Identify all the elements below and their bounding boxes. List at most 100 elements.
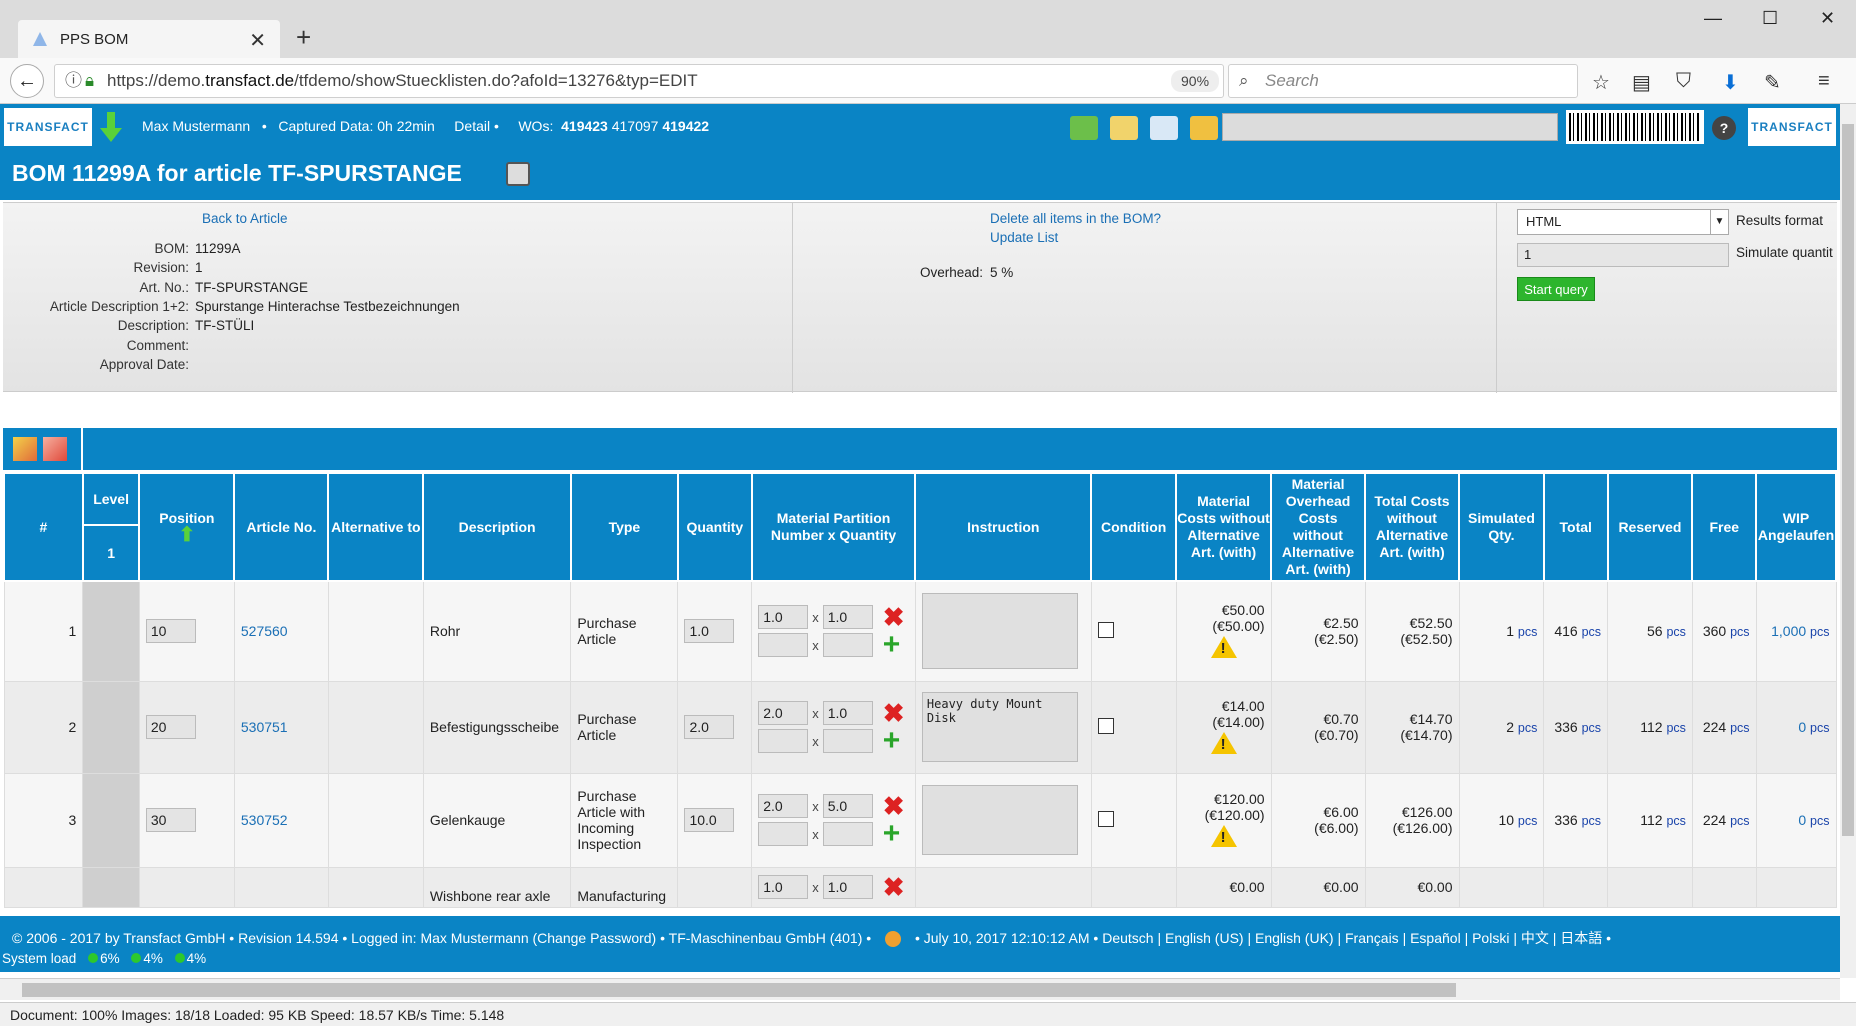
field-revision: Revision: 1 <box>133 260 203 275</box>
article-link[interactable]: 530751 <box>233 680 329 774</box>
add-icon[interactable]: + <box>882 628 901 662</box>
position-input[interactable]: 20 <box>145 715 196 739</box>
info-icon[interactable]: ⓘ <box>65 71 82 90</box>
condition-checkbox[interactable] <box>1097 717 1114 734</box>
article-link[interactable]: 527560 <box>233 580 329 682</box>
quantity-input[interactable]: 10.0 <box>684 808 735 832</box>
bookmark-star-icon[interactable]: ☆ <box>1592 72 1610 94</box>
results-format-label: Results format <box>1736 213 1824 228</box>
zoom-indicator[interactable]: 90% <box>1171 70 1220 92</box>
edit-grid-icon[interactable] <box>13 437 37 461</box>
col-article-no[interactable]: Article No. <box>233 472 330 582</box>
load-indicator-icon <box>174 953 185 963</box>
menu-icon[interactable]: ≡ <box>1818 70 1830 92</box>
download-icon[interactable]: ⬇ <box>1722 72 1739 94</box>
partition-qty-input[interactable]: 1.0 <box>822 875 873 899</box>
window-close-icon[interactable]: ✕ <box>1820 8 1836 28</box>
wip-link[interactable]: 1,000 <box>1771 623 1807 640</box>
quantity-input[interactable]: 2.0 <box>684 715 735 739</box>
wip-link[interactable]: 0 <box>1798 719 1807 735</box>
results-format-select[interactable]: HTML ▼ <box>1517 209 1729 235</box>
partition-qty-input[interactable] <box>822 729 873 753</box>
pocket-icon[interactable]: ⛉ <box>1676 70 1691 92</box>
help-icon[interactable]: ? <box>1712 116 1736 140</box>
update-list-link[interactable]: Update List <box>990 230 1059 245</box>
wo-2[interactable]: 417097 <box>611 118 659 134</box>
user-icon[interactable] <box>885 931 902 948</box>
partition-number-input[interactable]: 1.0 <box>758 605 809 630</box>
barcode-icon[interactable] <box>1566 110 1704 144</box>
minimize-icon[interactable]: — <box>1704 8 1722 28</box>
phone-icon[interactable] <box>1070 116 1098 140</box>
add-icon[interactable]: + <box>882 724 901 757</box>
article-link[interactable]: TF-SPURSTANGE <box>195 280 309 295</box>
col-position[interactable]: Position ⬆ <box>138 472 236 582</box>
position-input[interactable]: 10 <box>145 619 196 644</box>
instruction-textarea[interactable]: Heavy duty Mount Disk <box>921 692 1078 762</box>
partition-number-input[interactable]: 2.0 <box>758 794 809 818</box>
tools-icon[interactable]: ✎ <box>1764 72 1781 94</box>
col-alternative[interactable]: Alternative to <box>327 472 425 582</box>
simulate-quantity-input[interactable]: 1 <box>1517 243 1729 267</box>
quick-search-input[interactable] <box>1222 113 1558 141</box>
overhead-value: 5 % <box>990 265 1014 280</box>
col-simulated-qty: Simulated Qty. <box>1458 472 1545 582</box>
delete-icon[interactable]: ✖ <box>882 698 905 728</box>
address-bar[interactable]: ⓘ 🔒︎ https://demo.transfact.de/tfdemo/sh… <box>54 64 1256 98</box>
browser-tab-strip: PPS BOM ✕ + — ☐ ✕ <box>0 0 1856 58</box>
condition-checkbox[interactable] <box>1097 621 1114 638</box>
partition-number-input[interactable]: 2.0 <box>758 701 809 725</box>
col-type[interactable]: Type <box>569 472 679 582</box>
partition-number-input[interactable] <box>758 822 809 846</box>
system-load: System load 6% 4% 4% <box>2 951 207 966</box>
partition-qty-input[interactable] <box>822 822 873 846</box>
wo-3[interactable]: 419422 <box>662 118 710 134</box>
instruction-textarea[interactable] <box>921 785 1078 855</box>
position-input[interactable]: 30 <box>145 808 196 832</box>
article-link[interactable]: 530752 <box>233 772 329 868</box>
back-to-article-link[interactable]: Back to Article <box>202 211 288 226</box>
vertical-scrollbar[interactable] <box>1840 104 1856 978</box>
captured-data: Captured Data: 0h 22min <box>278 118 435 134</box>
maximize-icon[interactable]: ☐ <box>1762 8 1779 28</box>
partition-number-input[interactable]: 1.0 <box>758 875 809 899</box>
warning-icon <box>1210 635 1237 658</box>
quantity-input[interactable]: 1.0 <box>684 619 735 644</box>
sort-up-icon[interactable]: ⬆ <box>178 523 196 546</box>
col-description[interactable]: Description <box>422 472 572 582</box>
bookmark-icon[interactable] <box>1190 116 1218 140</box>
search-input[interactable]: ⌕ Search <box>1228 64 1578 98</box>
partition-number-input[interactable] <box>758 633 809 658</box>
user-name[interactable]: Max Mustermann <box>142 118 251 134</box>
horizontal-scrollbar[interactable] <box>0 978 1840 1000</box>
delete-icon[interactable]: ✖ <box>882 791 905 821</box>
col-quantity[interactable]: Quantity <box>676 472 753 582</box>
printer-icon[interactable] <box>506 162 530 186</box>
new-tab-icon[interactable]: + <box>296 22 312 52</box>
partition-number-input[interactable] <box>758 729 809 753</box>
browser-tab[interactable]: PPS BOM ✕ <box>18 20 280 58</box>
instruction-textarea[interactable] <box>921 593 1078 670</box>
wip-link[interactable]: 0 <box>1798 812 1807 828</box>
delete-icon[interactable]: ✖ <box>882 872 905 902</box>
green-arrow-down-icon[interactable] <box>100 112 122 142</box>
partition-qty-input[interactable] <box>822 633 873 658</box>
partition-qty-input[interactable]: 1.0 <box>822 605 873 630</box>
partition-qty-input[interactable]: 1.0 <box>822 701 873 725</box>
wo-1[interactable]: 419423 <box>561 118 608 134</box>
col-wip: WIP Angelaufen <box>1755 472 1837 582</box>
partition-qty-input[interactable]: 5.0 <box>822 794 873 818</box>
reading-list-icon[interactable]: ▤ <box>1632 72 1651 94</box>
delete-grid-icon[interactable] <box>43 437 67 461</box>
detail-link[interactable]: Detail <box>454 118 491 134</box>
message-icon[interactable] <box>1150 116 1178 140</box>
notes-icon[interactable] <box>1110 116 1138 140</box>
field-art-no: Art. No.: TF-SPURSTANGE <box>139 280 309 295</box>
close-tab-icon[interactable]: ✕ <box>249 30 266 52</box>
condition-checkbox[interactable] <box>1097 810 1114 827</box>
start-query-button[interactable]: Start query <box>1517 277 1595 301</box>
back-icon[interactable]: ← <box>10 64 44 98</box>
add-icon[interactable]: + <box>882 817 901 850</box>
delete-icon[interactable]: ✖ <box>882 602 905 633</box>
delete-all-items-link[interactable]: Delete all items in the BOM? <box>990 211 1162 226</box>
